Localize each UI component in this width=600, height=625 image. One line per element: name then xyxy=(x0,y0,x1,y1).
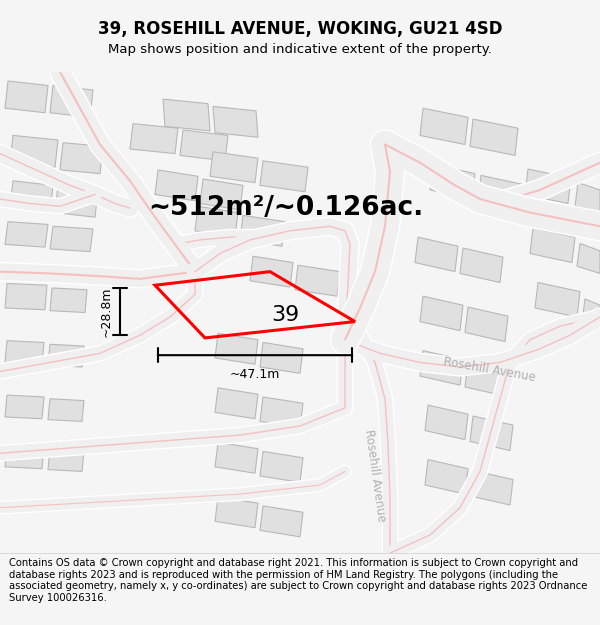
Polygon shape xyxy=(155,170,198,201)
Polygon shape xyxy=(5,81,48,112)
Polygon shape xyxy=(295,265,340,296)
Polygon shape xyxy=(5,445,44,469)
Polygon shape xyxy=(260,451,303,482)
Polygon shape xyxy=(55,186,98,217)
Polygon shape xyxy=(415,237,458,272)
Polygon shape xyxy=(180,130,228,161)
Polygon shape xyxy=(5,341,44,364)
Polygon shape xyxy=(213,106,258,138)
Text: ~28.8m: ~28.8m xyxy=(100,286,113,337)
Polygon shape xyxy=(130,124,178,154)
Polygon shape xyxy=(420,108,468,144)
Polygon shape xyxy=(470,416,513,451)
Text: Contains OS data © Crown copyright and database right 2021. This information is : Contains OS data © Crown copyright and d… xyxy=(9,558,587,603)
Polygon shape xyxy=(48,399,84,421)
Polygon shape xyxy=(210,152,258,182)
Polygon shape xyxy=(5,395,44,419)
Polygon shape xyxy=(465,307,508,341)
Polygon shape xyxy=(60,142,103,174)
Polygon shape xyxy=(260,397,303,428)
Polygon shape xyxy=(260,506,303,537)
Polygon shape xyxy=(195,206,238,237)
Polygon shape xyxy=(5,222,48,247)
Polygon shape xyxy=(215,497,258,528)
Polygon shape xyxy=(470,119,518,156)
Polygon shape xyxy=(430,164,475,199)
Polygon shape xyxy=(260,161,308,192)
Polygon shape xyxy=(48,449,84,471)
Polygon shape xyxy=(5,284,47,310)
Text: Rosehill Avenue: Rosehill Avenue xyxy=(362,429,388,523)
Text: ~512m²/~0.126ac.: ~512m²/~0.126ac. xyxy=(148,195,423,221)
Polygon shape xyxy=(163,99,210,131)
Polygon shape xyxy=(260,342,303,373)
Text: 39: 39 xyxy=(271,305,299,325)
Text: 39, ROSEHILL AVENUE, WOKING, GU21 4SD: 39, ROSEHILL AVENUE, WOKING, GU21 4SD xyxy=(98,20,502,38)
Polygon shape xyxy=(525,169,571,204)
Polygon shape xyxy=(50,288,87,312)
Text: ~47.1m: ~47.1m xyxy=(230,368,280,381)
Polygon shape xyxy=(250,256,293,287)
Polygon shape xyxy=(48,344,84,367)
Polygon shape xyxy=(215,388,258,419)
Polygon shape xyxy=(420,351,463,385)
Polygon shape xyxy=(215,442,258,473)
Polygon shape xyxy=(582,299,600,328)
Polygon shape xyxy=(50,86,93,118)
Polygon shape xyxy=(478,176,523,210)
Polygon shape xyxy=(470,471,513,505)
Text: Rosehill Avenue: Rosehill Avenue xyxy=(443,355,537,384)
Polygon shape xyxy=(215,333,258,364)
Polygon shape xyxy=(577,244,600,274)
Polygon shape xyxy=(200,179,243,210)
Polygon shape xyxy=(425,459,468,494)
Polygon shape xyxy=(460,248,503,282)
Polygon shape xyxy=(465,361,508,396)
Polygon shape xyxy=(240,216,285,246)
Text: Map shows position and indicative extent of the property.: Map shows position and indicative extent… xyxy=(108,43,492,56)
Polygon shape xyxy=(535,282,580,317)
Polygon shape xyxy=(10,136,58,168)
Polygon shape xyxy=(420,296,463,331)
Polygon shape xyxy=(575,182,600,213)
Polygon shape xyxy=(10,181,53,213)
Polygon shape xyxy=(50,226,93,252)
Polygon shape xyxy=(425,405,468,439)
Polygon shape xyxy=(530,228,575,262)
